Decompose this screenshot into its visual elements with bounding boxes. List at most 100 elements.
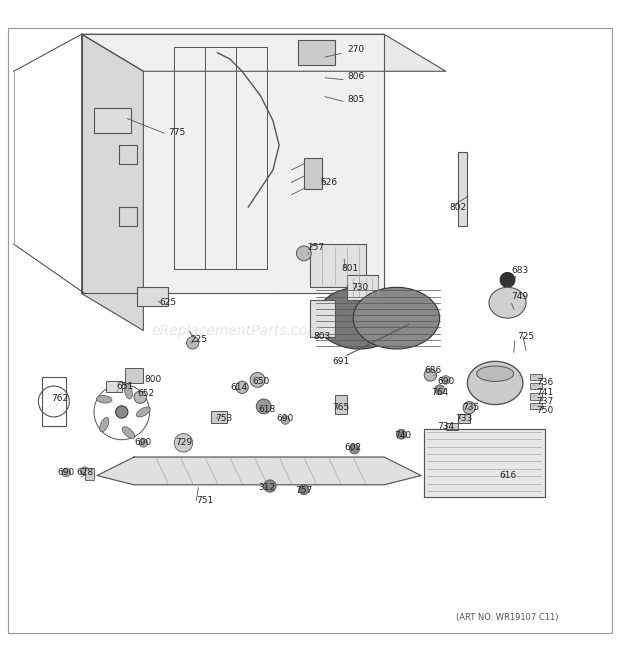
Circle shape xyxy=(463,401,476,414)
Bar xyxy=(42,377,66,426)
Text: 805: 805 xyxy=(348,95,365,104)
Text: 733: 733 xyxy=(456,414,473,422)
Ellipse shape xyxy=(125,384,133,399)
Bar xyxy=(446,423,458,430)
Text: 270: 270 xyxy=(348,45,365,54)
Text: 734: 734 xyxy=(437,422,454,431)
Bar xyxy=(211,410,227,423)
Text: eReplacementParts.com: eReplacementParts.com xyxy=(151,323,321,338)
Text: 626: 626 xyxy=(320,178,337,187)
Circle shape xyxy=(256,399,271,414)
Text: 753: 753 xyxy=(215,414,232,422)
Text: 650: 650 xyxy=(252,377,269,385)
Circle shape xyxy=(264,480,276,492)
Bar xyxy=(94,108,131,133)
Text: 257: 257 xyxy=(308,243,325,252)
Text: 602: 602 xyxy=(345,444,361,452)
Text: 775: 775 xyxy=(169,128,186,137)
Text: 750: 750 xyxy=(536,407,553,415)
Text: 764: 764 xyxy=(431,388,448,397)
Text: 802: 802 xyxy=(450,202,467,212)
Bar xyxy=(310,244,366,288)
Bar xyxy=(529,373,542,380)
Text: 686: 686 xyxy=(425,366,442,375)
Text: 800: 800 xyxy=(144,375,161,385)
Bar xyxy=(298,40,335,65)
Circle shape xyxy=(281,416,290,424)
Text: 616: 616 xyxy=(499,471,516,480)
Circle shape xyxy=(296,246,311,260)
Circle shape xyxy=(396,429,406,439)
Text: 651: 651 xyxy=(116,381,133,391)
Text: 618: 618 xyxy=(258,405,275,414)
Text: 749: 749 xyxy=(512,292,528,301)
Bar xyxy=(529,383,542,389)
Ellipse shape xyxy=(489,288,526,318)
Text: 725: 725 xyxy=(518,332,534,341)
Text: 737: 737 xyxy=(536,397,553,406)
Text: 628: 628 xyxy=(76,468,93,477)
Text: 312: 312 xyxy=(259,483,275,492)
Ellipse shape xyxy=(467,362,523,405)
Text: 801: 801 xyxy=(342,264,359,273)
Bar xyxy=(529,393,542,400)
Polygon shape xyxy=(82,34,384,293)
Text: 740: 740 xyxy=(394,431,411,440)
Text: 652: 652 xyxy=(138,389,155,398)
Text: 690: 690 xyxy=(437,377,454,385)
Text: 735: 735 xyxy=(462,403,479,412)
Ellipse shape xyxy=(97,395,112,403)
Circle shape xyxy=(187,336,199,349)
Ellipse shape xyxy=(136,407,150,417)
Polygon shape xyxy=(97,457,421,485)
Ellipse shape xyxy=(477,366,514,381)
Text: 690: 690 xyxy=(277,414,294,422)
Circle shape xyxy=(139,438,148,447)
Bar xyxy=(458,151,467,225)
Bar xyxy=(137,288,168,306)
Text: 614: 614 xyxy=(231,383,247,392)
Circle shape xyxy=(115,406,128,418)
Text: 690: 690 xyxy=(58,468,75,477)
Text: (ART NO. WR19107 C11): (ART NO. WR19107 C11) xyxy=(456,613,559,622)
Text: 730: 730 xyxy=(351,283,368,292)
Ellipse shape xyxy=(316,288,402,349)
Circle shape xyxy=(134,391,146,403)
Text: 757: 757 xyxy=(295,486,312,496)
Polygon shape xyxy=(82,34,143,330)
Circle shape xyxy=(441,375,450,384)
Ellipse shape xyxy=(122,426,135,438)
Circle shape xyxy=(299,485,309,494)
Text: 729: 729 xyxy=(175,438,192,447)
Circle shape xyxy=(62,468,71,477)
Polygon shape xyxy=(82,34,446,71)
Circle shape xyxy=(174,434,193,452)
Ellipse shape xyxy=(100,418,109,432)
Ellipse shape xyxy=(353,288,440,349)
Text: 225: 225 xyxy=(190,335,208,344)
Circle shape xyxy=(424,369,436,381)
Bar xyxy=(529,403,542,409)
Text: 683: 683 xyxy=(512,266,528,274)
Text: 762: 762 xyxy=(51,394,69,403)
Bar xyxy=(85,467,94,480)
Circle shape xyxy=(250,372,265,387)
Text: 736: 736 xyxy=(536,379,553,387)
Circle shape xyxy=(500,272,515,288)
Polygon shape xyxy=(424,429,544,497)
Circle shape xyxy=(350,444,360,454)
Text: 765: 765 xyxy=(332,403,350,412)
Text: 625: 625 xyxy=(159,298,177,307)
Bar xyxy=(125,368,143,383)
Text: 690: 690 xyxy=(135,438,152,447)
Text: 803: 803 xyxy=(314,332,331,341)
Bar xyxy=(335,395,347,414)
Bar xyxy=(304,158,322,188)
Text: 741: 741 xyxy=(536,388,553,397)
Text: 691: 691 xyxy=(332,357,350,366)
Circle shape xyxy=(236,381,248,393)
Text: 806: 806 xyxy=(348,71,365,81)
Bar xyxy=(347,275,378,299)
Bar xyxy=(458,414,471,423)
Bar xyxy=(310,299,335,336)
